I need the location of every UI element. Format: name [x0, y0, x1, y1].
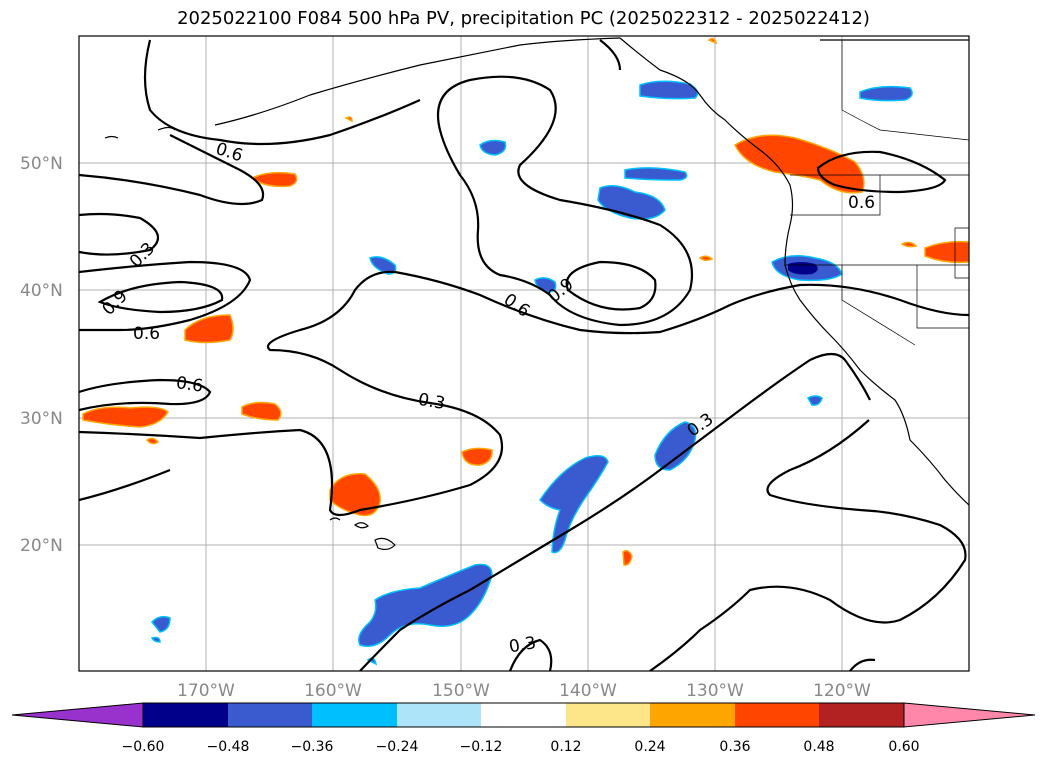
colorbar-segment — [650, 703, 735, 727]
contour-label: 0.6 — [175, 373, 205, 397]
colorbar-tick: 0.24 — [634, 739, 665, 755]
colorbar-tick: −0.48 — [207, 739, 250, 755]
colorbar-segment — [228, 703, 312, 727]
contour-label: 0.3 — [507, 633, 537, 657]
colorbar-segment — [735, 703, 819, 727]
colorbar-tick: −0.60 — [122, 739, 165, 755]
contour-label: 0.6 — [133, 324, 160, 344]
colorbar-tick: −0.24 — [376, 739, 419, 755]
colorbar-tick: 0.12 — [550, 739, 581, 755]
colorbar-tick: 0.48 — [803, 739, 834, 755]
colorbar-extend-low — [11, 702, 144, 728]
colorbar-tick: 0.36 — [719, 739, 750, 755]
precip-positive — [82, 37, 969, 566]
colorbar-segment — [143, 703, 228, 727]
plot-frame — [78, 35, 970, 672]
map-title: 2025022100 F084 500 hPa PV, precipitatio… — [177, 8, 870, 29]
lat-label-20n: 20°N — [20, 536, 63, 556]
contour-label: 0.3 — [416, 390, 446, 414]
lat-label-40n: 40°N — [20, 281, 63, 301]
lon-label-140w: 140°W — [559, 681, 617, 701]
lon-label-130w: 130°W — [686, 681, 744, 701]
colorbar: −0.60 −0.48 −0.36 −0.24 −0.12 0.12 0.24 … — [11, 702, 1036, 755]
longitude-labels: 170°W 160°W 150°W 140°W 130°W 120°W — [177, 681, 871, 701]
colorbar-segment — [397, 703, 481, 727]
colorbar-segment — [312, 703, 397, 727]
colorbar-segment — [819, 703, 904, 727]
colorbar-segment — [481, 703, 566, 727]
colorbar-extend-high — [903, 702, 1036, 728]
colorbar-tick: −0.12 — [460, 739, 503, 755]
lon-label-160w: 160°W — [304, 681, 362, 701]
colorbar-tick: 0.60 — [888, 739, 919, 755]
contour-label: 0.6 — [848, 193, 875, 213]
lon-label-170w: 170°W — [177, 681, 235, 701]
latitude-labels: 50°N 40°N 30°N 20°N — [20, 154, 63, 556]
lon-label-120w: 120°W — [813, 681, 871, 701]
pv-contours — [79, 39, 969, 671]
colorbar-segment — [566, 703, 650, 727]
lat-label-50n: 50°N — [20, 154, 63, 174]
colorbar-tick: −0.36 — [291, 739, 334, 755]
lat-label-30n: 30°N — [20, 409, 63, 429]
lon-label-150w: 150°W — [432, 681, 490, 701]
